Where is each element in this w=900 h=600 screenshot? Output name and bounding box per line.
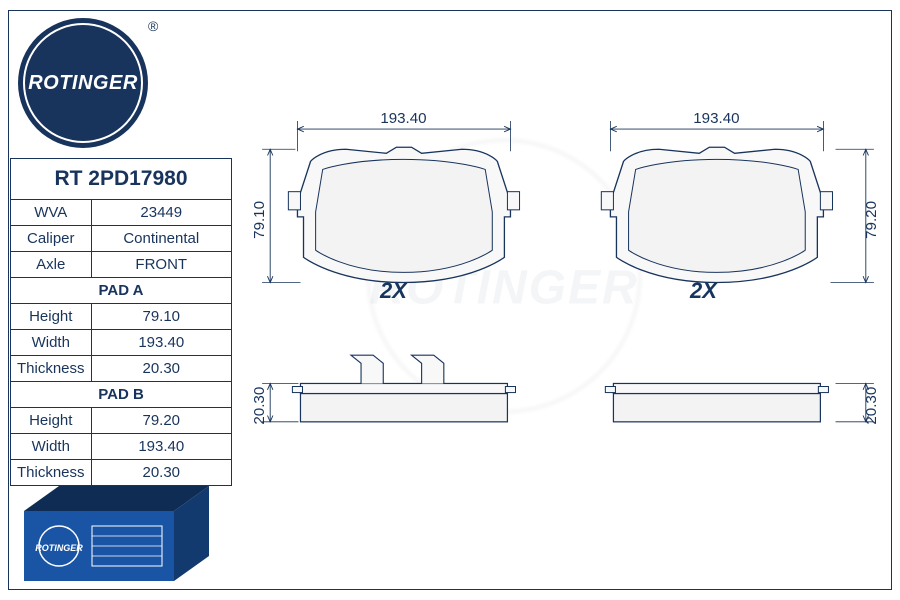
registered-mark: ® <box>148 18 158 34</box>
part-number: RT 2PD17980 <box>11 159 232 200</box>
dim-pad-a-thickness: 20.30 <box>251 387 268 425</box>
dim-pad-b-thickness: 20.30 <box>863 387 880 425</box>
spec-label: Axle <box>11 252 92 278</box>
spec-label: Width <box>11 330 92 356</box>
spec-label: Caliper <box>11 226 92 252</box>
product-box-icon: ROTINGER <box>14 476 224 586</box>
spec-label: Height <box>11 408 92 434</box>
spec-label: Height <box>11 304 92 330</box>
dim-pad-b-width: 193.40 <box>693 110 739 127</box>
spec-value: 193.40 <box>91 330 231 356</box>
spec-value: Continental <box>91 226 231 252</box>
spec-table: RT 2PD17980 WVA 23449 Caliper Continenta… <box>10 158 232 486</box>
spec-value: FRONT <box>91 252 231 278</box>
pad-b-side-view <box>605 383 828 421</box>
dim-pad-a-width: 193.40 <box>380 110 426 127</box>
spec-value: 79.20 <box>91 408 231 434</box>
spec-label: Width <box>11 434 92 460</box>
brand-logo-text: ROTINGER <box>28 72 138 95</box>
pad-a-side-view <box>292 355 515 422</box>
qty-label-b: 2X <box>690 278 717 304</box>
pad-b-header: PAD B <box>11 382 232 408</box>
pad-a-header: PAD A <box>11 278 232 304</box>
spec-value: 20.30 <box>91 356 231 382</box>
spec-label: Thickness <box>11 356 92 382</box>
brand-logo: ROTINGER <box>18 18 150 150</box>
spec-label: WVA <box>11 200 92 226</box>
spec-value: 79.10 <box>91 304 231 330</box>
technical-drawing: 193.40 193.40 79.10 79.20 20.30 20.30 2X… <box>250 80 886 586</box>
pad-a-front-view <box>288 147 519 282</box>
svg-text:ROTINGER: ROTINGER <box>35 543 83 553</box>
dim-pad-a-height: 79.10 <box>251 201 268 239</box>
qty-label-a: 2X <box>380 278 407 304</box>
pad-b-front-view <box>601 147 832 282</box>
dim-pad-b-height: 79.20 <box>863 201 880 239</box>
spec-value: 193.40 <box>91 434 231 460</box>
spec-value: 23449 <box>91 200 231 226</box>
